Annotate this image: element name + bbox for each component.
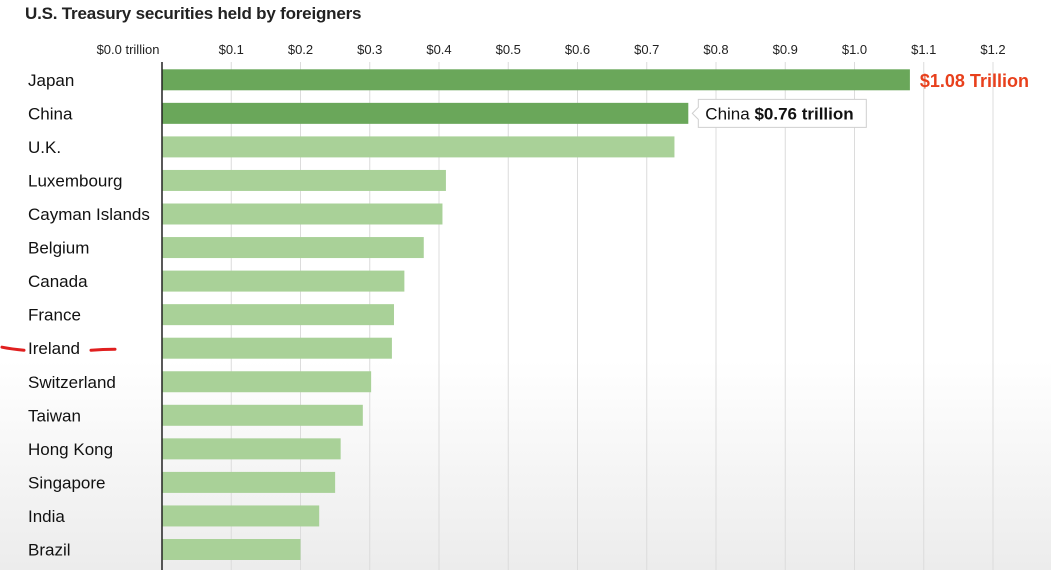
annotation-mark-right <box>89 347 117 352</box>
bar-japan <box>162 69 910 91</box>
x-tick-label: $0.0 trillion <box>97 42 160 57</box>
annotation-mark-left <box>0 345 26 352</box>
x-tick-label: $0.2 <box>288 42 313 57</box>
category-label: U.K. <box>28 138 61 157</box>
x-tick-label: $0.6 <box>565 42 590 57</box>
callout-label-china: China $0.76 trillion <box>705 104 853 123</box>
chart-title: U.S. Treasury securities held by foreign… <box>25 4 362 23</box>
bar-taiwan <box>162 404 363 426</box>
bar-u-k- <box>162 136 675 158</box>
value-label-japan: $1.08 Trillion <box>920 71 1029 91</box>
category-label: Switzerland <box>28 373 116 392</box>
bar-cayman-islands <box>162 203 443 225</box>
category-label: China <box>28 104 73 123</box>
category-label: France <box>28 306 81 325</box>
category-label: Belgium <box>28 239 89 258</box>
category-label: Ireland <box>28 339 80 358</box>
x-tick-label: $0.1 <box>219 42 244 57</box>
x-tick-label: $1.0 <box>842 42 867 57</box>
callout-box <box>691 98 867 128</box>
x-tick-label: $0.9 <box>773 42 798 57</box>
x-tick-label: $0.7 <box>634 42 659 57</box>
bar-singapore <box>162 471 336 493</box>
callout-value: $0.76 trillion <box>754 104 853 123</box>
bar-canada <box>162 270 405 292</box>
category-label: India <box>28 507 65 526</box>
x-tick-label: $0.8 <box>703 42 728 57</box>
category-label: Brazil <box>28 541 71 560</box>
bar-india <box>162 505 320 527</box>
callout-country: China <box>705 104 754 123</box>
x-tick-label: $1.1 <box>911 42 936 57</box>
category-label: Hong Kong <box>28 440 113 459</box>
x-tick-label: $0.5 <box>496 42 521 57</box>
category-label: Taiwan <box>28 406 81 425</box>
x-tick-label: $0.4 <box>426 42 451 57</box>
bar-switzerland <box>162 371 372 393</box>
bar-luxembourg <box>162 169 446 191</box>
category-label: Canada <box>28 272 88 291</box>
x-tick-label: $0.3 <box>357 42 382 57</box>
bar-ireland <box>162 337 392 359</box>
bar-belgium <box>162 237 424 259</box>
bar-hong-kong <box>162 438 341 460</box>
bar-france <box>162 304 394 326</box>
category-label: Cayman Islands <box>28 205 150 224</box>
category-label: Singapore <box>28 473 106 492</box>
category-label: Luxembourg <box>28 171 123 190</box>
category-label: Japan <box>28 71 74 90</box>
bar-china <box>162 102 689 124</box>
bar-brazil <box>162 539 301 560</box>
x-tick-label: $1.2 <box>980 42 1005 57</box>
